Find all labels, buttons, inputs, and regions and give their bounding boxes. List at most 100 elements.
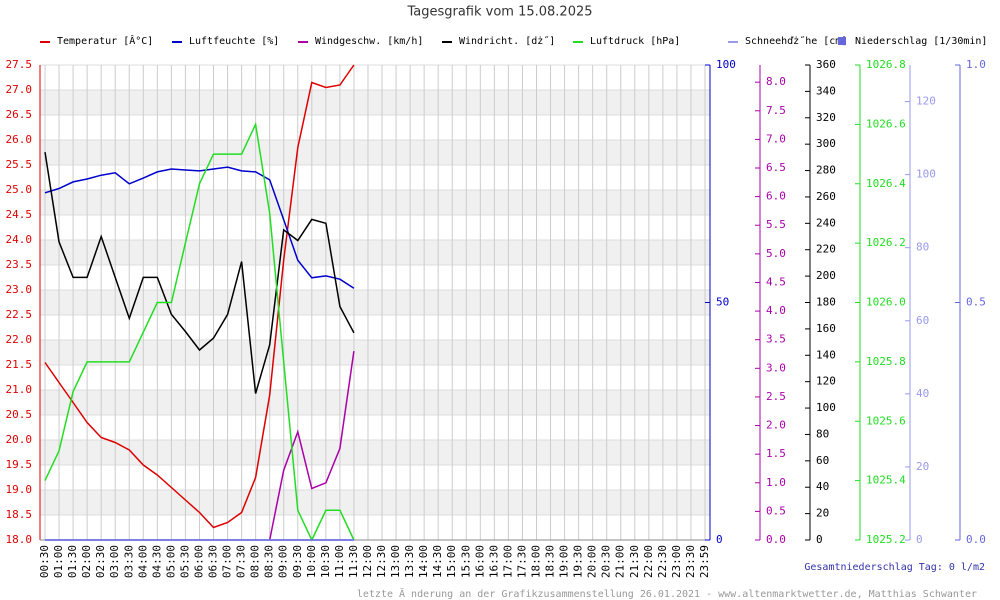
legend-label: Schneehďż˝he [cm] [745,35,847,47]
y-tick-label: 100 [916,168,936,181]
x-tick-label: 03:30 [122,545,135,578]
y-tick-label: 25.0 [6,183,33,196]
y-tick-label: 1026.2 [866,236,906,249]
series-line [268,350,355,541]
y-tick-label: 20.5 [6,408,33,421]
y-tick-label: 40 [816,480,829,493]
x-tick-label: 12:00 [361,545,374,578]
y-tick-label: 260 [816,190,836,203]
x-tick-label: 02:30 [94,545,107,578]
y-tick-label: 3.5 [766,333,786,346]
x-tick-label: 19:30 [572,545,585,578]
grid-band [40,240,710,265]
y-tick-label: 320 [816,111,836,124]
y-tick-label: 18.0 [6,533,33,546]
series-line [44,151,355,394]
y-tick-label: 0.5 [966,296,986,309]
y-tick-label: 360 [816,58,836,71]
footer: letzte Ă nderung an der Grafikzusammenst… [357,587,977,600]
x-tick-label: 10:30 [319,545,332,578]
x-tick-label: 17:30 [515,545,528,578]
y-tick-label: 20 [816,507,829,520]
x-tick-label: 18:30 [544,545,557,578]
x-tick-label: 19:00 [558,545,571,578]
x-tick-label: 07:00 [221,545,234,578]
grid-band [40,390,710,415]
y-tick-label: 2.0 [766,419,786,432]
y-tick-label: 220 [816,243,836,256]
y-tick-label: 7.5 [766,104,786,117]
x-tick-label: 03:00 [108,545,121,578]
y-tick-label: 180 [816,296,836,309]
x-tick-label: 23:00 [670,545,683,578]
y-tick-label: 0.0 [966,533,986,546]
y-tick-label: 100 [816,401,836,414]
grid-band [40,90,710,115]
x-tick-label: 07:30 [235,545,248,578]
y-tick-label: 0.0 [766,533,786,546]
x-tick-label: 14:30 [431,545,444,578]
x-tick-label: 21:00 [614,545,627,578]
y-tick-label: 5.5 [766,218,786,231]
x-tick-label: 09:30 [291,545,304,578]
x-tick-label: 13:00 [389,545,402,578]
y-tick-label: 25.5 [6,158,33,171]
y-tick-label: 100 [716,58,736,71]
y-tick-label: 26.0 [6,133,33,146]
y-tick-label: 120 [816,375,836,388]
y-tick-label: 40 [916,387,929,400]
x-tick-label: 21:30 [628,545,641,578]
y-tick-label: 1026.4 [866,177,906,190]
y-tick-label: 240 [816,216,836,229]
x-tick-label: 18:00 [529,545,542,578]
legend-label: Windricht. [dż˝] [459,35,555,47]
y-tick-label: 1026.0 [866,296,906,309]
x-tick-label: 14:00 [417,545,430,578]
x-tick-label: 01:00 [52,545,65,578]
chart-title: Tagesgrafik vom 15.08.2025 [406,5,592,20]
series-line [44,166,355,289]
grid-band [40,290,710,315]
x-tick-label: 23:30 [684,545,697,578]
y-tick-label: 80 [816,427,829,440]
y-tick-label: 4.0 [766,304,786,317]
x-tick-label: 16:00 [473,545,486,578]
y-tick-label: 5.0 [766,247,786,260]
legend-label: Windgeschw. [km/h] [315,36,423,47]
x-tick-label: 05:30 [178,545,191,578]
y-tick-label: 1025.8 [866,355,906,368]
y-tick-label: 23.0 [6,283,33,296]
grid-band [40,140,710,165]
grid-band [40,190,710,215]
y-tick-label: 60 [916,314,929,327]
y-tick-label: 2.5 [766,390,786,403]
x-tick-label: 22:00 [642,545,655,578]
y-tick-label: 24.0 [6,233,33,246]
y-tick-label: 20 [916,460,929,473]
x-tick-label: 20:00 [586,545,599,578]
grid-band [40,340,710,365]
y-tick-label: 21.0 [6,383,33,396]
y-tick-label: 0.5 [766,504,786,517]
y-tick-label: 7.0 [766,132,786,145]
x-tick-label: 23:59 [698,545,711,578]
y-tick-label: 27.5 [6,58,33,71]
legend-label: Niederschlag [1/30min] [855,36,987,47]
y-tick-label: 23.5 [6,258,33,271]
x-tick-label: 02:00 [80,545,93,578]
y-tick-label: 50 [716,296,729,309]
y-tick-label: 1025.6 [866,414,906,427]
legend-label: Luftdruck [hPa] [590,36,680,47]
x-tick-label: 11:00 [333,545,346,578]
y-tick-label: 60 [816,454,829,467]
y-tick-label: 21.5 [6,358,33,371]
y-tick-label: 120 [916,95,936,108]
x-tick-label: 00:30 [38,545,51,578]
y-tick-label: 280 [816,164,836,177]
y-tick-label: 4.5 [766,275,786,288]
series-line [44,121,355,542]
grid-band [40,490,710,515]
x-tick-label: 05:00 [164,545,177,578]
y-tick-label: 19.5 [6,458,33,471]
x-tick-label: 17:00 [501,545,514,578]
